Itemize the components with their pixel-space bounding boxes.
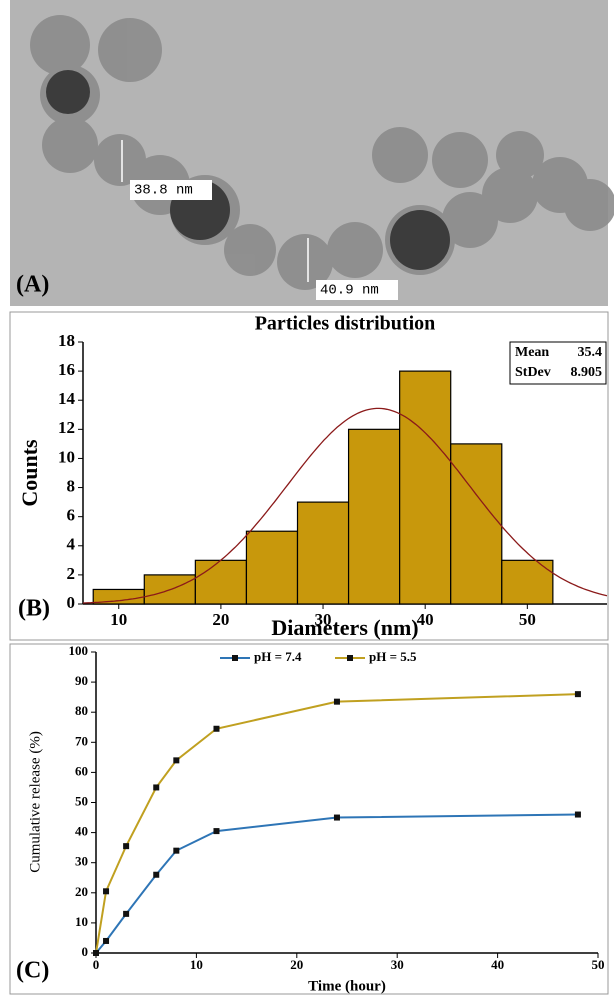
x-tick-label: 20 <box>290 957 303 972</box>
y-tick-label: 14 <box>58 389 76 408</box>
stats-value: 35.4 <box>578 345 603 360</box>
bar <box>501 559 554 605</box>
y-tick-label: 40 <box>75 824 88 839</box>
y-tick-label: 90 <box>75 673 88 688</box>
x-tick-label: 50 <box>519 610 536 629</box>
y-tick-label: 10 <box>58 447 75 466</box>
legend-marker <box>347 655 353 661</box>
panel-label: (C) <box>16 958 49 984</box>
panel-frame <box>9 311 609 641</box>
marker <box>153 784 160 791</box>
panel-label: (B) <box>18 596 50 622</box>
y-tick-label: 70 <box>75 733 88 748</box>
x-tick-label: 0 <box>93 957 100 972</box>
stats-label: StDev <box>515 365 551 380</box>
y-axis-label: Cumulative release (%) <box>27 731 43 873</box>
panel-frame <box>9 643 609 995</box>
y-tick-label: 0 <box>82 944 89 959</box>
x-axis-label: Time (hour) <box>308 978 386 994</box>
marker <box>103 937 110 944</box>
x-axis-label: Diameters (nm) <box>271 615 418 640</box>
y-tick-label: 20 <box>75 884 88 899</box>
y-tick-label: 60 <box>75 763 88 778</box>
y-tick-label: 2 <box>67 564 76 583</box>
y-tick-label: 16 <box>58 360 75 379</box>
x-tick-label: 40 <box>491 957 504 972</box>
y-tick-label: 10 <box>75 914 88 929</box>
x-tick-label: 30 <box>391 957 404 972</box>
x-tick-label: 10 <box>110 610 127 629</box>
marker <box>103 888 110 895</box>
y-tick-label: 50 <box>75 793 88 808</box>
y-tick-label: 0 <box>67 593 76 612</box>
x-tick-label: 20 <box>212 610 229 629</box>
chart-title: Particles distribution <box>255 313 436 335</box>
marker <box>574 691 581 698</box>
line <box>95 693 578 954</box>
marker <box>173 757 180 764</box>
marker <box>333 698 340 705</box>
x-tick-label: 30 <box>315 610 332 629</box>
bar <box>450 443 503 605</box>
y-tick-label: 8 <box>67 476 76 495</box>
bar <box>399 370 452 605</box>
y-tick-label: 18 <box>58 331 75 350</box>
panel-label: (A) <box>16 272 49 298</box>
marker <box>123 843 130 850</box>
annotation: 38.8 nm <box>134 183 193 199</box>
marker <box>153 871 160 878</box>
tem-image: 38.8 nm 40.9 nm (A) <box>10 0 614 306</box>
y-axis-label: Counts <box>17 439 42 507</box>
stats-label: Mean <box>515 345 549 360</box>
bar <box>245 530 299 605</box>
bar <box>296 501 350 605</box>
legend-label: pH = 5.5 <box>369 649 417 664</box>
legend-marker <box>232 655 238 661</box>
marker <box>213 828 220 835</box>
annotation-box <box>130 180 212 200</box>
x-tick-label: 50 <box>592 957 605 972</box>
annotation-box <box>316 280 398 300</box>
bar <box>347 428 401 605</box>
y-tick-label: 4 <box>67 535 76 554</box>
annotation: 40.9 nm <box>320 283 379 299</box>
y-tick-label: 12 <box>58 418 75 437</box>
y-tick-label: 30 <box>75 854 88 869</box>
marker <box>173 847 180 854</box>
legend-label: pH = 7.4 <box>254 649 302 664</box>
stats-value: 8.905 <box>571 365 603 380</box>
bar <box>194 559 248 605</box>
y-tick-label: 80 <box>75 703 88 718</box>
stats-box <box>509 341 607 385</box>
marker <box>93 950 99 956</box>
x-tick-label: 10 <box>190 957 203 972</box>
marker <box>123 910 130 917</box>
line <box>95 813 578 954</box>
marker <box>574 811 581 818</box>
x-tick-label: 40 <box>417 610 434 629</box>
fit-curve <box>82 407 608 604</box>
marker <box>213 725 220 732</box>
marker <box>333 814 340 821</box>
y-tick-label: 6 <box>67 506 76 525</box>
y-tick-label: 100 <box>69 643 89 658</box>
